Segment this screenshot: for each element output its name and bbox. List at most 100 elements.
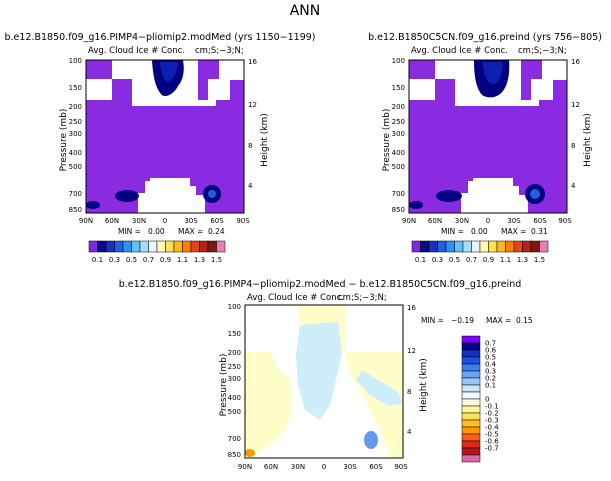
x-tick-label: 0 bbox=[322, 463, 326, 471]
y-tick-label: 200 bbox=[392, 103, 405, 111]
panel-model-a-ylabel-right: Height (km) bbox=[260, 113, 270, 167]
panel-difference-stats: MIN = −0.19 MAX = 0.15 bbox=[421, 316, 533, 325]
colorbar-swatch bbox=[173, 240, 183, 253]
y-tick-label: 150 bbox=[69, 84, 82, 92]
y-tick-label: 250 bbox=[392, 118, 405, 126]
colorbar-tick-label: -0.2 bbox=[485, 410, 499, 418]
y-tick-label: 700 bbox=[392, 190, 405, 198]
colorbar-swatch bbox=[139, 240, 149, 253]
min-value: −0.19 bbox=[451, 316, 474, 325]
min-value: 0.00 bbox=[148, 227, 165, 236]
ice-core-tropics-inner bbox=[482, 62, 503, 85]
ice-core-tropics-inner bbox=[160, 62, 178, 82]
height-tick-label: 12 bbox=[248, 101, 257, 109]
colorbar-swatch bbox=[148, 240, 158, 253]
missing-data-mask bbox=[245, 305, 268, 351]
height-tick-label: 4 bbox=[407, 428, 412, 436]
colorbar-swatch bbox=[461, 363, 481, 372]
plot-frame bbox=[244, 304, 404, 459]
colorbar-tick-label: 0.5 bbox=[449, 256, 460, 264]
height-tick-label: 4 bbox=[248, 182, 253, 190]
colorbar-swatch bbox=[114, 240, 124, 253]
x-tick-label: 30N bbox=[455, 217, 469, 225]
max-label: MAX = bbox=[486, 316, 511, 325]
x-tick-label: 30S bbox=[343, 463, 357, 471]
x-tick-label: 0 bbox=[163, 217, 167, 225]
y-tick-label: 300 bbox=[69, 130, 82, 138]
max-label: MAX = bbox=[501, 227, 526, 236]
max-value: 0.31 bbox=[531, 227, 548, 236]
panel-difference-x-ticks: 90N 60N 30N 0 30S 60S 90S bbox=[238, 463, 408, 471]
y-tick-label: 500 bbox=[392, 163, 405, 171]
y-tick-label: 400 bbox=[228, 394, 241, 402]
x-tick-label: 90N bbox=[238, 463, 252, 471]
panel-model-b-x-ticks: 90N 60N 30N 0 30S 60S 90S bbox=[402, 217, 572, 225]
colorbar-tick-label: 0.3 bbox=[485, 368, 496, 376]
panel-model-a-plot bbox=[85, 59, 245, 214]
colorbar-swatch bbox=[461, 419, 481, 428]
colorbar-swatch bbox=[182, 240, 192, 253]
colorbar-tick-label: 1.5 bbox=[534, 256, 545, 264]
colorbar-swatch bbox=[461, 356, 481, 365]
ice-patch-nh bbox=[115, 190, 139, 202]
colorbar-swatch bbox=[479, 240, 489, 253]
y-tick-label: 500 bbox=[228, 408, 241, 416]
colorbar-swatch bbox=[199, 240, 209, 253]
colorbar-swatch bbox=[461, 426, 481, 435]
colorbar-swatch bbox=[461, 342, 481, 351]
height-tick-label: 8 bbox=[248, 142, 252, 150]
panel-model-a-subtitle: Avg. Cloud Ice # Conc. bbox=[88, 46, 185, 56]
colorbar-tick-label: 0.4 bbox=[485, 361, 497, 369]
max-value: 0.24 bbox=[208, 227, 225, 236]
colorbar-swatch bbox=[461, 433, 481, 442]
colorbar-tick-label: 0.7 bbox=[466, 256, 477, 264]
colorbar-swatch bbox=[131, 240, 141, 253]
y-tick-label: 150 bbox=[392, 84, 405, 92]
negative-anomaly-band-sh bbox=[356, 370, 403, 406]
height-tick-label: 16 bbox=[571, 58, 580, 66]
panel-model-a-ylabel: Pressure (mb) bbox=[59, 109, 69, 172]
colorbar-tick-label: 0.1 bbox=[485, 382, 496, 390]
missing-data-mask-surface bbox=[298, 424, 364, 458]
colorbar-swatch bbox=[88, 240, 98, 253]
height-tick-label: 4 bbox=[571, 182, 576, 190]
panel-model-a-title: b.e12.B1850.f09_g16.PIMP4−pliomip2.modMe… bbox=[4, 32, 315, 43]
colorbar-tick-label: 0.1 bbox=[415, 256, 426, 264]
y-tick-label: 200 bbox=[69, 103, 82, 111]
missing-data-mask-surface bbox=[461, 178, 528, 213]
panel-model-b-plot bbox=[408, 59, 568, 214]
panel-model-a-y-ticks: 100 150 200 250 300 400 500 700 850 bbox=[69, 57, 82, 214]
panel-model-a-stats: MIN = 0.00 MAX = 0.24 bbox=[118, 227, 225, 236]
colorbar-swatch bbox=[437, 240, 447, 253]
ice-patch-sh-inner bbox=[208, 190, 216, 198]
ice-patch-polar-n bbox=[86, 201, 100, 209]
colorbar-tick-label: -0.7 bbox=[485, 445, 499, 453]
panel-difference-plot bbox=[244, 304, 404, 459]
panel-model-b-ylabel-right: Height (km) bbox=[583, 113, 593, 167]
x-tick-label: 60N bbox=[105, 217, 119, 225]
panel-model-b-ylabel: Pressure (mb) bbox=[382, 109, 392, 172]
colorbar-swatch bbox=[411, 240, 421, 253]
y-tick-label: 300 bbox=[228, 375, 241, 383]
colorbar-tick-label: 0.5 bbox=[485, 354, 496, 362]
y-tick-label: 200 bbox=[228, 349, 241, 357]
panel-difference-ylabel: Pressure (mb) bbox=[219, 354, 229, 417]
panel-model-b-subtitle: Avg. Cloud Ice # Conc. bbox=[411, 46, 508, 56]
positive-anomaly-patch bbox=[245, 449, 255, 457]
plot-frame bbox=[408, 59, 568, 214]
colorbar-swatch bbox=[461, 335, 481, 344]
x-tick-label: 90S bbox=[236, 217, 250, 225]
x-tick-label: 30N bbox=[291, 463, 305, 471]
panel-difference-title: b.e12.B1850.f09_g16.PIMP4−pliomip2.modMe… bbox=[119, 279, 522, 290]
x-tick-label: 60S bbox=[369, 463, 383, 471]
panel-difference-units: cm;S;−3;N; bbox=[338, 293, 387, 303]
y-tick-label: 700 bbox=[69, 190, 82, 198]
colorbar-swatch bbox=[165, 240, 175, 253]
y-tick-label: 100 bbox=[392, 57, 405, 65]
colorbar-swatch bbox=[420, 240, 430, 253]
min-value: 0.00 bbox=[471, 227, 488, 236]
colorbar-swatch bbox=[461, 349, 481, 358]
colorbar-swatch bbox=[461, 377, 481, 386]
colorbar-tick-label: 0.3 bbox=[109, 256, 120, 264]
